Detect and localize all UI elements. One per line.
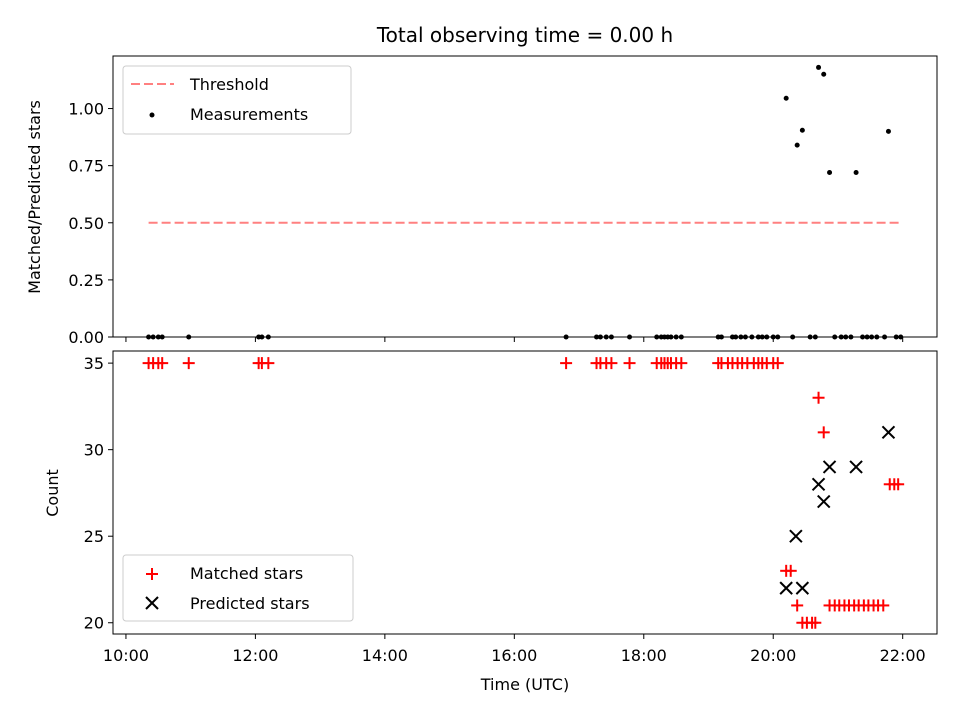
bottom-y-tick-label: 30 xyxy=(84,441,104,460)
matched-star-point xyxy=(771,357,784,370)
bottom-x-tick-label: 18:00 xyxy=(621,646,667,665)
matched-star-point xyxy=(675,357,688,370)
measurement-point xyxy=(885,128,891,134)
matched-star-point xyxy=(262,357,275,370)
bottom-y-tick-label: 20 xyxy=(84,614,104,633)
bottom-y-axis-label: Count xyxy=(43,469,62,517)
predicted-star-point xyxy=(817,494,831,509)
measurement-point xyxy=(799,127,805,133)
legend-matched-label: Matched stars xyxy=(190,564,303,583)
predicted-star-point xyxy=(779,581,793,595)
matched-star-point xyxy=(182,357,195,370)
matched-star-point xyxy=(892,478,905,491)
measurement-point xyxy=(827,170,833,176)
legend-measurements-label: Measurements xyxy=(190,105,308,124)
predicted-star-point xyxy=(811,477,826,491)
predicted-star-point xyxy=(795,581,810,595)
matched-star-point xyxy=(605,357,618,370)
measurement-point xyxy=(794,142,800,148)
top-legend: Threshold Measurements xyxy=(122,65,352,135)
matched-star-point xyxy=(784,564,797,577)
matched-star-point xyxy=(817,426,830,439)
measurement-point xyxy=(853,170,859,176)
predicted-star-stroke-b xyxy=(881,425,896,440)
top-plot-frame xyxy=(112,55,938,338)
matched-star-point xyxy=(812,391,825,404)
bottom-legend: Matched stars Predicted stars xyxy=(122,554,354,622)
x-axis-label: Time (UTC) xyxy=(480,675,569,694)
predicted-star-point xyxy=(881,425,896,440)
predicted-star-stroke-b xyxy=(817,494,831,509)
bottom-x-tick-label: 20:00 xyxy=(750,646,796,665)
bottom-x-tick-label: 14:00 xyxy=(362,646,408,665)
bottom-panel: 20 25 30 35 10:00 12:00 14:00 16:00 18:00 20:00 2… xyxy=(43,350,938,694)
predicted-star-point xyxy=(822,460,837,474)
legend-predicted-swatch xyxy=(145,596,159,610)
top-y-axis-label: Matched/Predicted stars xyxy=(25,100,44,294)
matched-star-point xyxy=(156,357,169,370)
measurement-point xyxy=(821,71,827,77)
legend-measurements-swatch xyxy=(149,112,155,118)
predicted-star-point xyxy=(849,460,863,474)
top-y-tick-label: 0.50 xyxy=(68,214,104,233)
matched-star-point xyxy=(791,599,804,612)
bottom-x-tick-label: 16:00 xyxy=(491,646,537,665)
measurement-point xyxy=(816,64,822,70)
bottom-plot-frame xyxy=(112,350,938,635)
legend-predicted-label: Predicted stars xyxy=(190,594,310,613)
predicted-star-stroke-b xyxy=(789,529,803,543)
predicted-star-stroke-b xyxy=(822,460,837,474)
predicted-star-stroke-b xyxy=(849,460,863,474)
matched-star-point xyxy=(560,357,573,370)
bottom-y-tick-label: 25 xyxy=(84,527,104,546)
bottom-x-tick-label: 10:00 xyxy=(103,646,149,665)
predicted-star-stroke-b xyxy=(779,581,793,595)
measurement-point xyxy=(783,95,789,101)
top-panel: 0.00 0.25 0.50 0.75 1.00 Matched/Predicted s… xyxy=(25,55,938,347)
predicted-star-stroke-b xyxy=(795,581,810,595)
matched-star-point xyxy=(623,357,636,370)
legend-threshold-label: Threshold xyxy=(189,75,269,94)
top-y-tick-label: 0.25 xyxy=(68,271,104,290)
legend-matched-swatch xyxy=(146,568,158,580)
bottom-y-tick-label: 35 xyxy=(84,354,104,373)
bottom-x-tick-label: 12:00 xyxy=(232,646,278,665)
top-y-tick-label: 0.00 xyxy=(68,328,104,347)
bottom-x-tick-label: 22:00 xyxy=(880,646,926,665)
predicted-star-stroke-b xyxy=(811,477,826,491)
matched-star-point xyxy=(809,616,822,629)
matched-star-point xyxy=(877,599,890,612)
predicted-star-point xyxy=(789,529,803,543)
top-y-tick-label: 1.00 xyxy=(68,100,104,119)
chart-title: Total observing time = 0.00 h xyxy=(376,23,673,47)
top-y-tick-label: 0.75 xyxy=(68,157,104,176)
